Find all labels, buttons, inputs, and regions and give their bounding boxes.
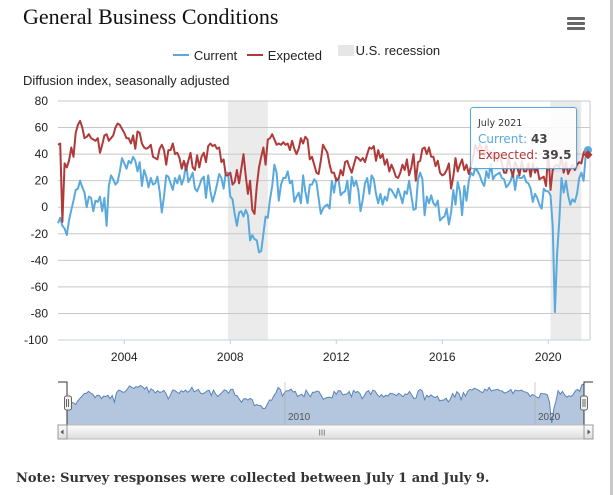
- tooltip: July 2021 Current: 43 Expected: 39.5: [470, 107, 577, 169]
- y-tick-label: -80: [31, 306, 49, 320]
- y-tick-label: 0: [41, 200, 48, 214]
- navigator-left-handle[interactable]: [64, 395, 72, 411]
- survey-note: Note: Survey responses were collected be…: [16, 471, 490, 486]
- legend-swatch-recession: [337, 45, 354, 56]
- navigator-label-2010: 2010: [288, 412, 311, 423]
- marker-current: [584, 146, 592, 155]
- hover-markers: [583, 146, 593, 160]
- hamburger-menu-icon[interactable]: [567, 17, 585, 31]
- legend-swatch-expected: [246, 54, 263, 56]
- y-tick-label: 20: [35, 174, 49, 188]
- legend-label-expected: Expected: [267, 47, 322, 63]
- tooltip-expected-label: Expected:: [478, 148, 542, 162]
- tooltip-current-value: 43: [530, 132, 548, 146]
- marker-expected: [583, 150, 593, 160]
- legend-label-current: Current: [193, 47, 238, 63]
- page-right-border: [610, 0, 613, 495]
- y-tick-label: -60: [31, 280, 49, 294]
- tooltip-date: July 2021: [478, 118, 523, 129]
- y-tick-label: 40: [35, 147, 49, 161]
- y-tick-label: -40: [31, 253, 49, 267]
- y-axis-title: Diffusion index, seasonally adjusted: [23, 73, 230, 88]
- legend-swatch-current: [172, 54, 189, 56]
- tooltip-expected-value: 39.5: [541, 148, 572, 162]
- gridlines: [58, 100, 591, 341]
- x-tick-label: 2012: [323, 350, 350, 364]
- navigator-left-outline: [58, 381, 68, 425]
- x-tick-label: 2008: [217, 350, 244, 364]
- x-tick-label: 2016: [429, 350, 456, 364]
- legend-label-recession: U.S. recession: [355, 43, 441, 58]
- navigator[interactable]: 2010 2020 III: [0, 370, 613, 450]
- x-axis-ticks: 2004 2008 2012 2016 2020: [111, 340, 562, 364]
- scrollbar-thumb[interactable]: [66, 424, 585, 440]
- y-tick-label: 60: [35, 121, 49, 135]
- scrollbar-grip: III: [319, 429, 326, 438]
- arrow-right-icon[interactable]: [583, 424, 594, 440]
- arrow-left-icon[interactable]: [57, 424, 68, 440]
- legend-item-expected[interactable]: Expected: [246, 47, 322, 63]
- series-line-current: [57, 149, 589, 314]
- x-tick-label: 2004: [111, 350, 138, 364]
- legend-item-recession[interactable]: U.S. recession: [332, 43, 441, 58]
- tooltip-expected: Expected: 39.5: [478, 148, 571, 162]
- legend: Current Expected U.S. recession: [0, 43, 613, 63]
- navigator-label-2020: 2020: [538, 412, 561, 423]
- navigator-right-handle[interactable]: [580, 395, 588, 411]
- legend-item-current[interactable]: Current: [172, 47, 238, 63]
- chart-title: General Business Conditions: [23, 4, 279, 29]
- y-tick-label: -100: [24, 333, 48, 347]
- navigator-area: [66, 383, 585, 426]
- y-axis-ticks: 80 60 40 20 0 -20 -40 -60 -80 -100: [24, 94, 48, 347]
- y-tick-label: -20: [31, 227, 49, 241]
- navigator-right-outline: [583, 381, 593, 425]
- y-tick-label: 80: [35, 94, 49, 108]
- x-tick-label: 2020: [535, 350, 562, 364]
- tooltip-current-label: Current:: [478, 132, 531, 146]
- tooltip-current: Current: 43: [478, 132, 548, 146]
